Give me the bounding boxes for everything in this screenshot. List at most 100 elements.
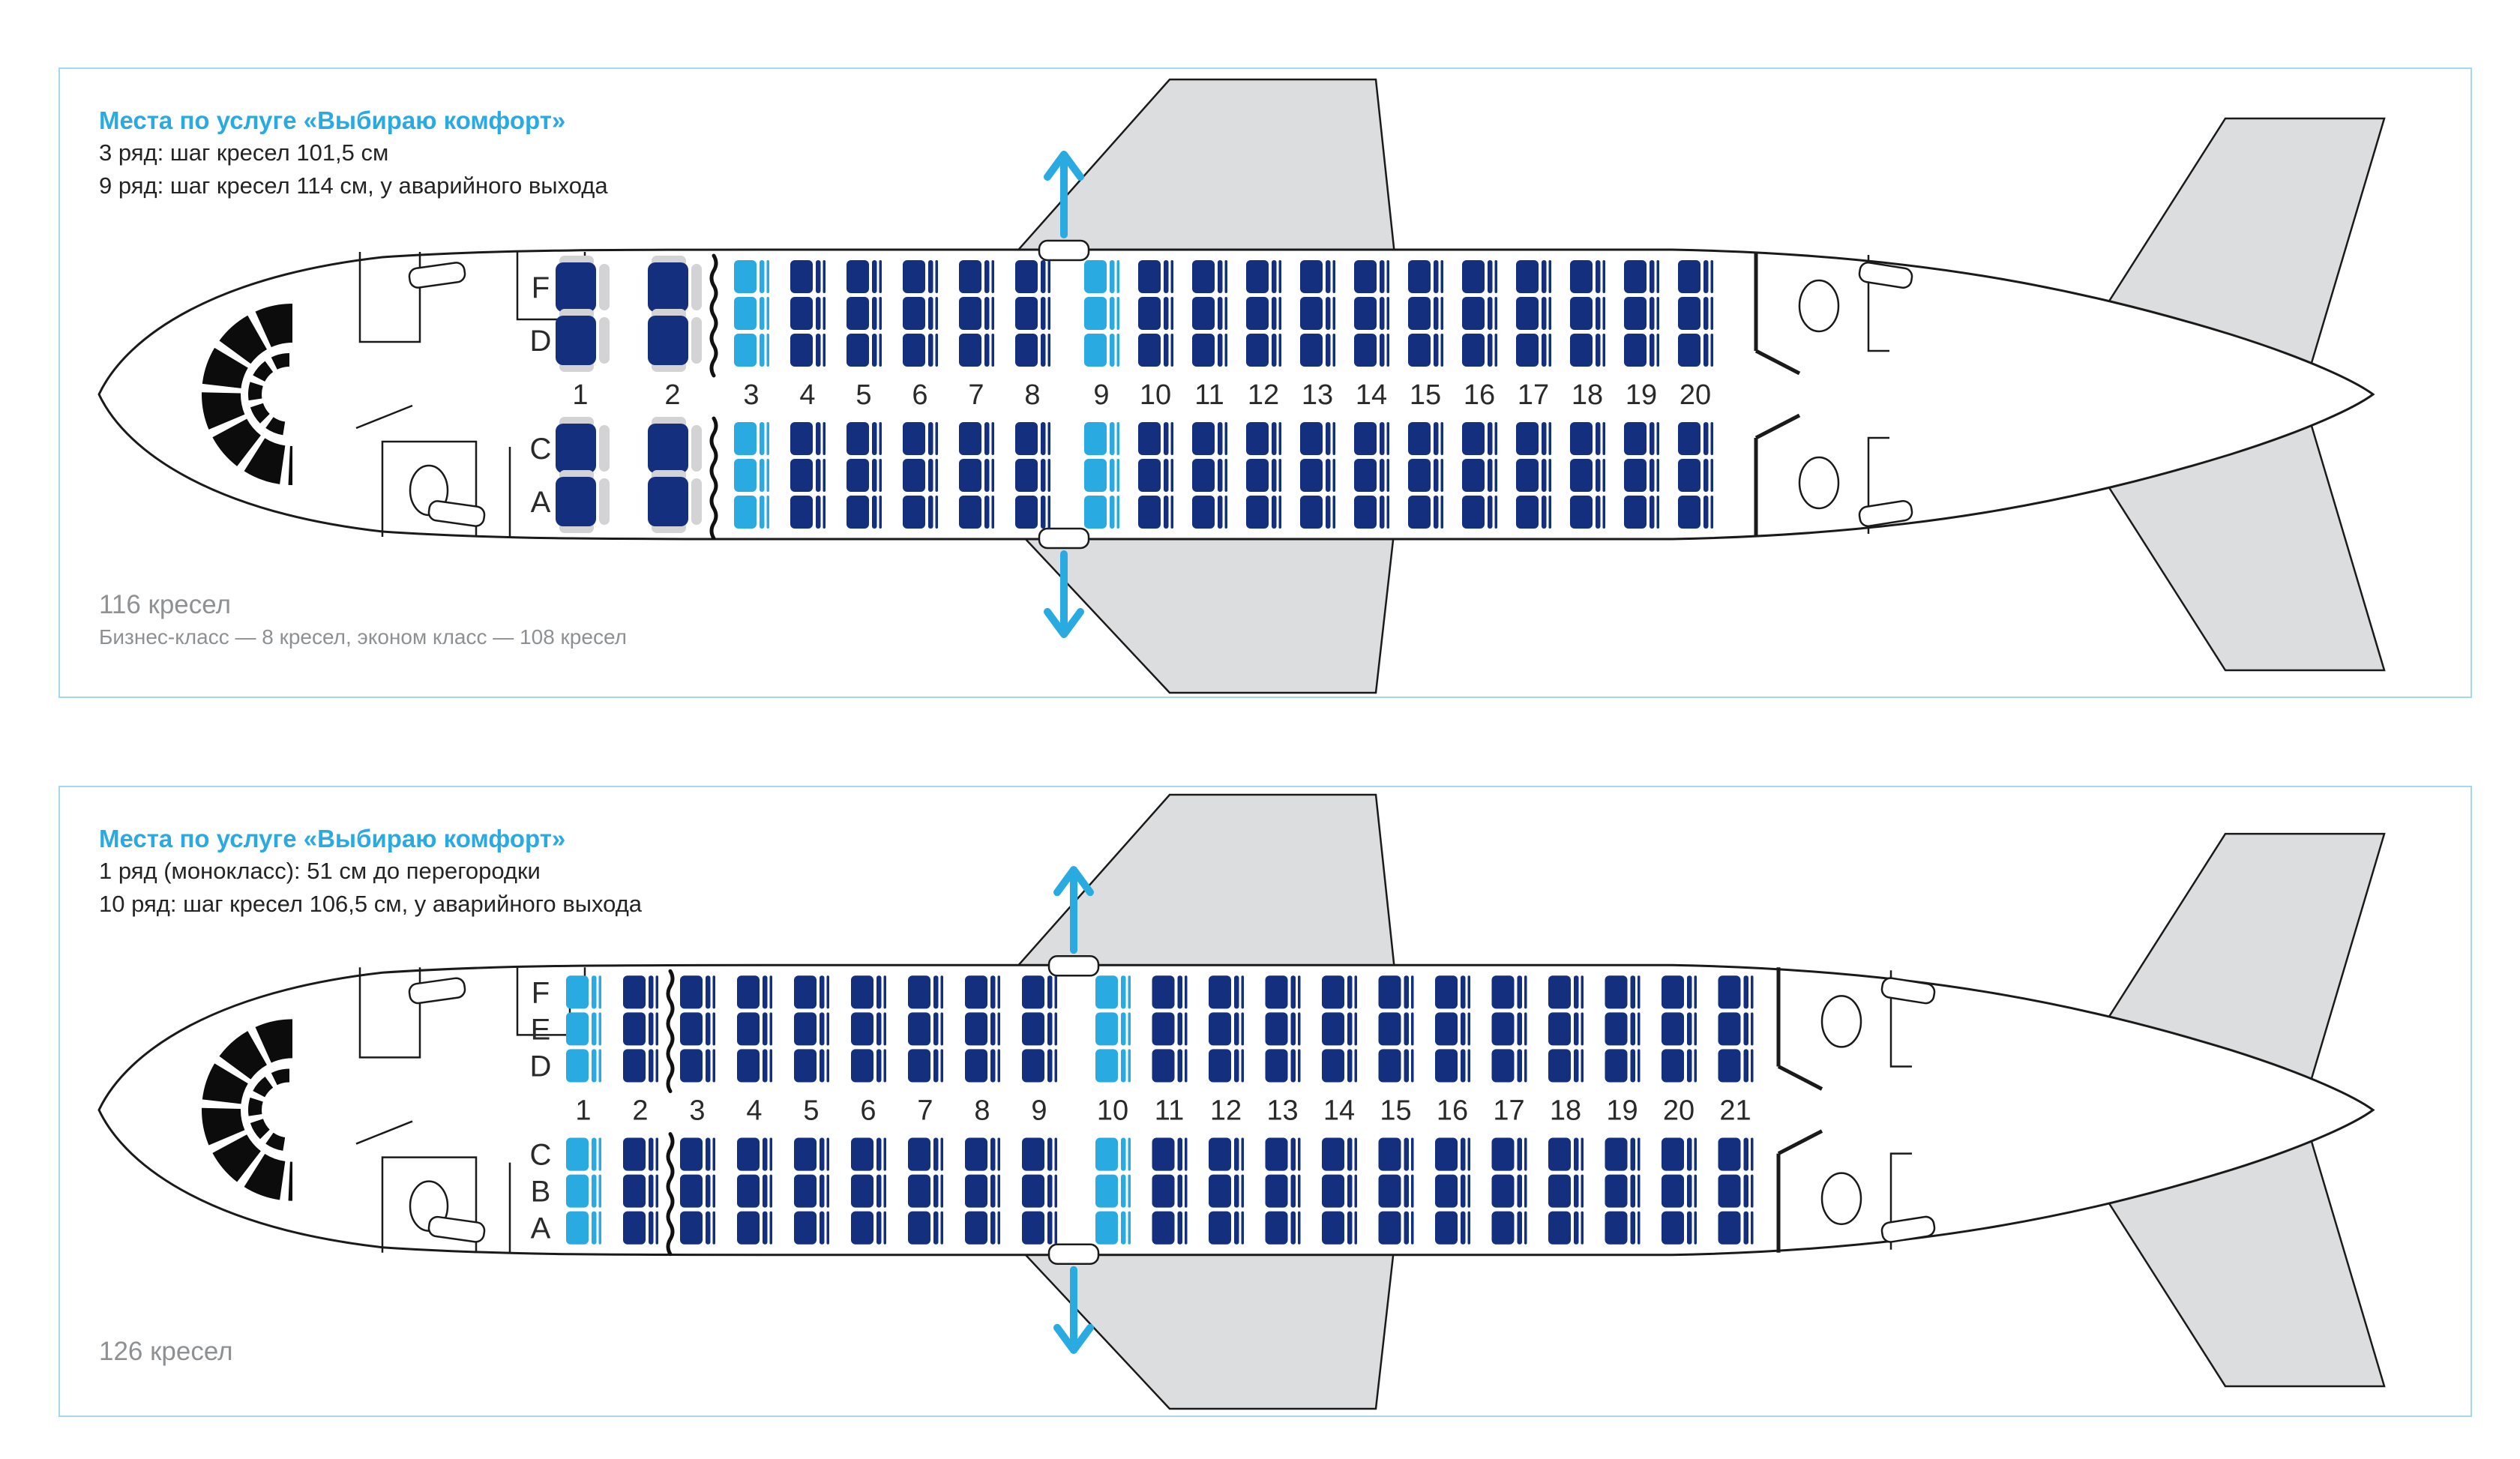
seat-r20-lo1-back	[1687, 1174, 1692, 1208]
seat-r16-lo1-back2	[1494, 459, 1497, 492]
seat-r9-up0-back	[1110, 260, 1115, 293]
seat-r7-lo0	[908, 1137, 930, 1171]
seat-r18-lo2	[1548, 1211, 1571, 1245]
seat-r9-lo0-back	[1110, 422, 1115, 455]
seat-r8-lo1	[965, 1174, 987, 1208]
overwing-exit-door-lower	[1038, 527, 1090, 550]
seat-r17-lo0	[1491, 1137, 1515, 1171]
seat-r20-up2-back2	[1694, 1049, 1697, 1083]
seat-r7-up1	[908, 1012, 930, 1046]
seat-r17-up1	[1491, 1012, 1515, 1046]
seat-r3-lo1-back	[706, 1174, 711, 1208]
seat-r7-lo1	[959, 459, 981, 492]
seat-r16-up2	[1462, 334, 1485, 367]
seat-r18-lo2-back	[1574, 1211, 1579, 1245]
seat-r3-up0	[680, 975, 703, 1009]
seat-r3-lo0-back2	[712, 1137, 715, 1171]
seat-r4-lo1-back	[816, 459, 821, 492]
row-number-15: 15	[1380, 1095, 1411, 1127]
seat-r15-lo2-back	[1404, 1211, 1409, 1245]
seat-r1-lo2-back2	[598, 1211, 601, 1245]
seat-r4-lo1-back	[763, 1174, 768, 1208]
seat-r3-up0-back	[760, 260, 765, 293]
front-door-left	[408, 977, 466, 1005]
seat-r19-lo1	[1624, 459, 1647, 492]
seat-r10-up2-back2	[1170, 334, 1173, 367]
seat-r12-lo2-back	[1234, 1211, 1239, 1245]
row-number-9: 9	[1031, 1095, 1047, 1127]
seat-r12-lo0-back	[1234, 1137, 1239, 1171]
seat-r18-lo1-back2	[1581, 1174, 1584, 1208]
seat-r2-lo0-back2	[655, 1137, 658, 1171]
seat-r8-up1-back	[990, 1012, 996, 1046]
seat-r9-lo0-back2	[1116, 422, 1119, 455]
seat-r12-lo0	[1209, 1137, 1231, 1171]
seat-r17-up2-back2	[1548, 334, 1551, 367]
seat-r6-up1-back2	[935, 297, 938, 330]
row-number-18: 18	[1572, 379, 1603, 411]
seat-r13-up1-back	[1326, 297, 1331, 330]
row-number-19: 19	[1606, 1095, 1638, 1127]
front-closet-wall	[358, 967, 421, 1059]
seat-r19-lo1-back2	[1638, 1174, 1641, 1208]
seat-r4-up1-back2	[769, 1012, 772, 1046]
seat-r2-lo0	[623, 1137, 646, 1171]
seat-r15-up2	[1408, 334, 1431, 367]
seat-r13-lo0-back2	[1332, 422, 1335, 455]
seat-r12-up2-back	[1272, 334, 1277, 367]
seat-r12-up2-back2	[1278, 334, 1281, 367]
seat-r8-up0-back	[990, 975, 996, 1009]
seat-r11-up1-back2	[1185, 1012, 1188, 1046]
seat-r3-up0-back	[706, 975, 711, 1009]
seat-r2-lo1	[623, 1174, 646, 1208]
seat-r9-lo0-back	[1047, 1137, 1053, 1171]
seat-r8-lo1-back	[990, 1174, 996, 1208]
seat-r4-up0-back	[763, 975, 768, 1009]
seat-r1-up1	[566, 1012, 589, 1046]
seat-r20-lo1-back2	[1710, 459, 1713, 492]
seat-r13-up0-back2	[1332, 260, 1335, 293]
seat-r4-up1-back2	[823, 297, 826, 330]
seat-r2-up2	[623, 1049, 646, 1083]
seat-r12-up1-back2	[1241, 1012, 1244, 1046]
seat-r7-up0-back2	[940, 975, 943, 1009]
seat-r15-lo0-back	[1404, 1137, 1409, 1171]
seat-r15-lo0	[1378, 1137, 1401, 1171]
seat-rows: 1 2 3 4 5 6 7 8 9 10 11 12 13 14 15 16 17 18 19 20	[556, 256, 1713, 533]
seat-r16-lo2	[1462, 496, 1485, 529]
seat-r10-up1-back2	[1128, 1012, 1131, 1046]
seat-r20-lo0-back2	[1694, 1137, 1697, 1171]
seat-r14-up1-back2	[1386, 297, 1389, 330]
rear-door-left	[1880, 977, 1936, 1005]
seat-r6-up2-back2	[935, 334, 938, 367]
seat-r16-up1-back	[1488, 297, 1493, 330]
seat-r4-lo0-back2	[769, 1137, 772, 1171]
seat-r10-up0-back2	[1170, 260, 1173, 293]
seat-r6-up1-back	[928, 297, 933, 330]
seat-r7-up2-back2	[991, 334, 994, 367]
seat-r18-up0	[1548, 975, 1571, 1009]
seat-r1-lo0-headrest	[599, 425, 610, 472]
seat-r11-up0	[1152, 975, 1175, 1009]
seat-r5-lo1	[846, 459, 869, 492]
seat-r19-lo1-back	[1630, 1174, 1635, 1208]
seat-r17-lo1-back	[1542, 459, 1547, 492]
seat-r5-lo2	[846, 496, 869, 529]
seat-r15-lo1	[1378, 1174, 1401, 1208]
seat-r9-lo1	[1084, 459, 1107, 492]
seat-r20-up1-back2	[1694, 1012, 1697, 1046]
seat-r15-lo2-back2	[1440, 496, 1443, 529]
seat-r9-lo2-back2	[1054, 1211, 1057, 1245]
seat-r16-up1-back2	[1467, 1012, 1470, 1046]
seat-r17-up0-back2	[1524, 975, 1527, 1009]
seat-r20-lo2	[1678, 496, 1700, 529]
seat-r17-lo1	[1491, 1174, 1515, 1208]
seat-r1-lo2	[566, 1211, 589, 1245]
seat-r4-lo1	[790, 459, 813, 492]
seat-r1-up0-back	[592, 975, 597, 1009]
seat-r15-up0-back	[1434, 260, 1439, 293]
seat-r13-lo2	[1300, 496, 1323, 529]
seat-r14-up0	[1354, 260, 1377, 293]
seat-r21-lo1	[1718, 1174, 1741, 1208]
